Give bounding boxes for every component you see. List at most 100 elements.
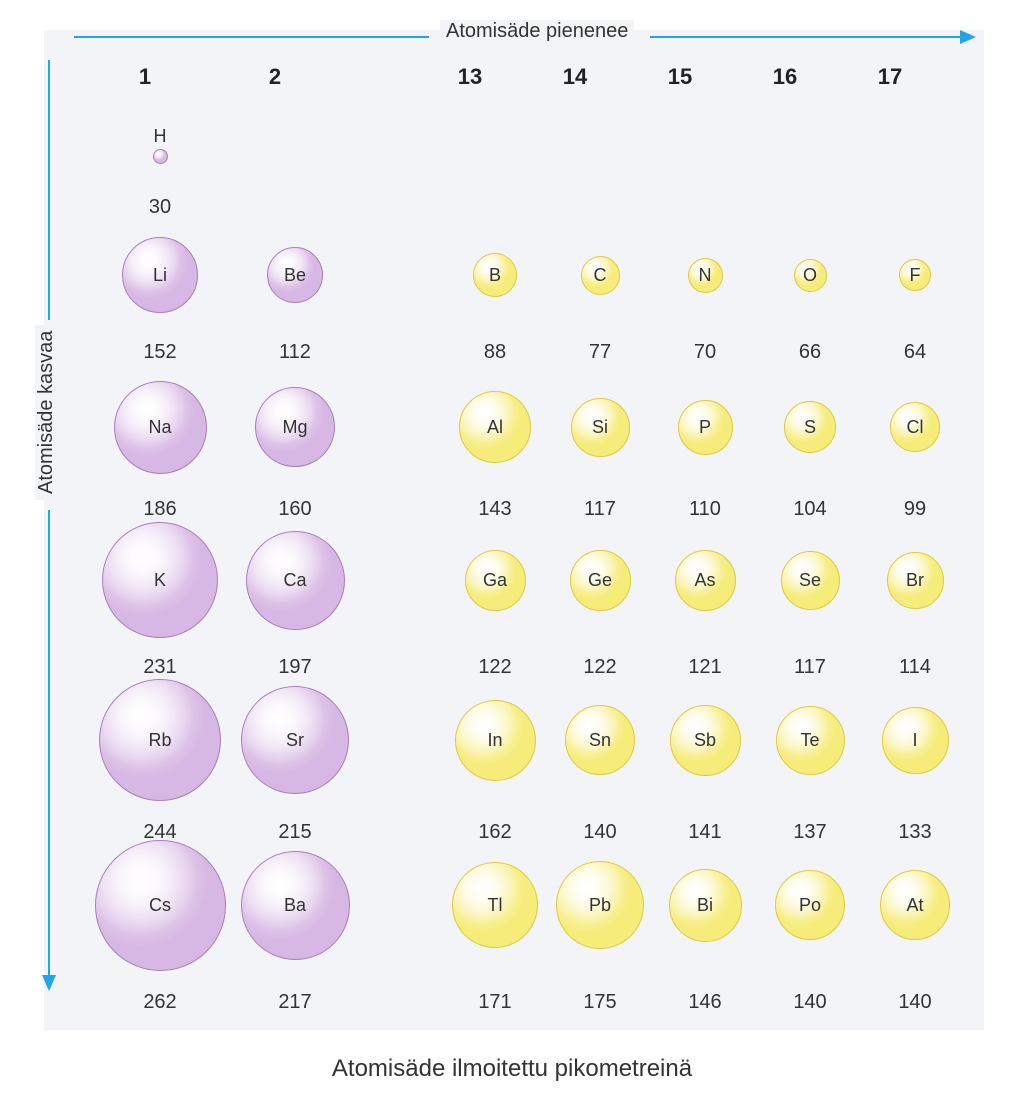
radius-value: 262 (90, 991, 230, 1014)
atom-sphere: Al (459, 391, 531, 463)
group-header-17: 17 (860, 64, 920, 90)
radius-value: 112 (225, 341, 365, 364)
left-arrow-top (48, 60, 50, 320)
element-symbol: Sn (589, 730, 611, 751)
element-symbol: H (154, 126, 167, 147)
atom-sphere: Te (776, 706, 845, 775)
radius-value: 64 (845, 341, 985, 364)
atom-sphere: Li (122, 237, 198, 313)
element-Sr: Sr215 (225, 665, 365, 844)
caption: Atomisäde ilmoitettu pikometreinä (0, 1055, 1024, 1083)
element-symbol: I (912, 730, 917, 751)
element-symbol: Si (592, 417, 608, 438)
top-arrow-left (74, 36, 429, 38)
element-symbol: Te (800, 730, 819, 751)
atom-sphere: Ba (241, 851, 350, 960)
group-header-1: 1 (115, 64, 175, 90)
element-symbol: C (594, 265, 607, 286)
atomic-radii-diagram: Atomisäde pienenee Atomisäde kasvaa 1 2 13… (0, 0, 1024, 1107)
atom-sphere: Na (114, 381, 207, 474)
top-arrow-head (960, 30, 976, 44)
atom-sphere: Cl (890, 402, 940, 452)
atom-sphere: Po (775, 870, 845, 940)
atom-sphere: Br (887, 552, 944, 609)
atom-sphere: As (675, 550, 736, 611)
element-symbol: K (154, 570, 166, 591)
element-symbol: Br (906, 570, 924, 591)
atom-sphere: Tl (452, 862, 538, 948)
element-symbol: Mg (282, 417, 307, 438)
atom-sphere (153, 149, 168, 164)
atom-sphere: Ga (465, 550, 526, 611)
atom-sphere: Se (781, 551, 840, 610)
element-symbol: Bi (697, 895, 713, 916)
atom-sphere: I (882, 707, 949, 774)
element-F: F 64 (845, 215, 985, 364)
element-symbol: Cl (907, 417, 924, 438)
element-I: I133 (845, 665, 985, 844)
element-symbol: Sr (286, 730, 304, 751)
left-arrow-label: Atomisäde kasvaa (35, 325, 58, 500)
element-Li: Li 152 (90, 215, 230, 364)
atom-sphere: Sr (241, 686, 349, 794)
element-symbol: Sb (694, 730, 716, 751)
element-symbol: Cs (149, 895, 171, 916)
element-Ca: Ca197 (225, 510, 365, 679)
atom-sphere: Sb (670, 705, 741, 776)
group-header-15: 15 (650, 64, 710, 90)
atom-sphere: O (794, 259, 827, 292)
atom-sphere: At (880, 870, 950, 940)
element-symbol: Rb (148, 730, 171, 751)
top-arrow-label: Atomisäde pienenee (440, 20, 634, 43)
element-symbol: Se (799, 570, 821, 591)
group-header-13: 13 (440, 64, 500, 90)
element-symbol: As (694, 570, 715, 591)
element-symbol: Ge (588, 570, 612, 591)
element-Cs: Cs 262 (90, 825, 230, 1014)
element-symbol: S (804, 417, 816, 438)
group-header-14: 14 (545, 64, 605, 90)
element-symbol: Ca (283, 570, 306, 591)
element-Rb: Rb244 (90, 665, 230, 844)
group-header-16: 16 (755, 64, 815, 90)
element-Be: Be 112 (225, 215, 365, 364)
element-Ba: Ba 217 (225, 825, 365, 1014)
atom-sphere: Ca (246, 531, 345, 630)
element-symbol: At (906, 895, 923, 916)
atom-sphere: P (678, 400, 733, 455)
element-Br: Br114 (845, 510, 985, 679)
element-symbol: N (699, 265, 712, 286)
element-symbol: Ga (483, 570, 507, 591)
atom-sphere: B (473, 253, 517, 297)
element-Mg: Mg160 (225, 362, 365, 521)
element-symbol: Ba (284, 895, 306, 916)
radius-value: 217 (225, 991, 365, 1014)
element-symbol: O (803, 265, 817, 286)
element-symbol: B (489, 265, 501, 286)
radius-value: 152 (90, 341, 230, 364)
atom-sphere: Rb (99, 679, 221, 801)
atom-sphere: Be (267, 247, 323, 303)
element-symbol: Be (284, 265, 306, 286)
left-arrow-bottom (48, 510, 50, 975)
left-arrow-head (42, 975, 56, 991)
radius-value: 140 (845, 991, 985, 1014)
atom-sphere: Sn (565, 705, 635, 775)
atom-sphere: C (581, 256, 620, 295)
element-symbol: Li (153, 265, 167, 286)
atom-sphere: In (455, 700, 536, 781)
atom-sphere: F (899, 259, 931, 291)
atom-sphere: N (688, 258, 723, 293)
atom-sphere: Cs (95, 840, 226, 971)
atom-sphere: K (102, 522, 218, 638)
atom-sphere: Si (571, 398, 630, 457)
element-H: H30 (90, 100, 230, 219)
element-symbol: In (487, 730, 502, 751)
atom-sphere: Mg (255, 387, 335, 467)
element-Na: Na186 (90, 362, 230, 521)
element-symbol: F (910, 265, 921, 286)
atom-sphere: S (784, 401, 836, 453)
group-header-2: 2 (245, 64, 305, 90)
atom-sphere: Ge (570, 550, 631, 611)
element-At: At 140 (845, 825, 985, 1014)
